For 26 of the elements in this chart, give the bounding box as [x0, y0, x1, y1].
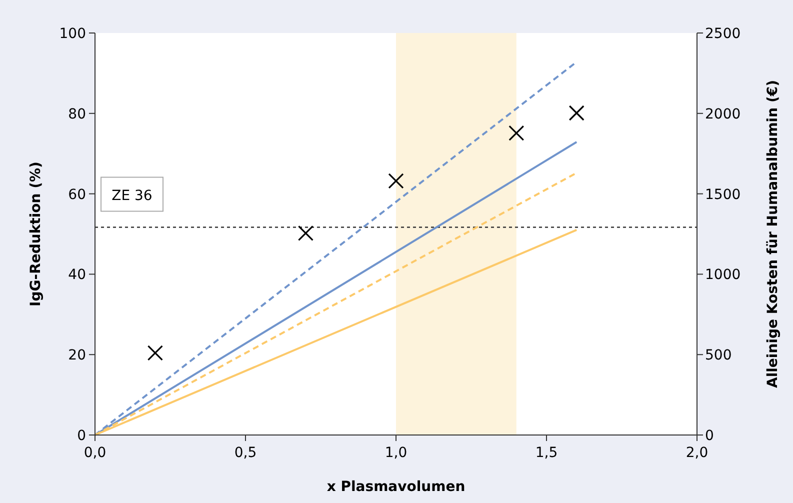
x-tick-label: 1,0	[384, 445, 408, 461]
y-tick-label: 0	[77, 428, 86, 444]
y-tick-label: 100	[59, 26, 86, 42]
y2-tick-label: 0	[705, 428, 714, 444]
y-tick-label: 40	[68, 267, 86, 284]
x-tick-label: 0,5	[234, 445, 257, 461]
y-axis-title: IgG-Reduktion (%)	[28, 162, 44, 306]
y-tick-label: 20	[68, 348, 86, 364]
x-tick-label: 1,5	[535, 445, 558, 461]
y-tick-label: 80	[68, 106, 86, 122]
x-tick-label: 0,0	[84, 445, 106, 461]
y2-axis-title: Alleinige Kosten für Humanalbumin (€)	[765, 80, 781, 388]
y2-tick-label: 500	[705, 348, 732, 364]
y2-tick-label: 1500	[705, 186, 741, 203]
x-tick-label: 2,0	[686, 445, 708, 461]
point	[147, 345, 163, 361]
y2-tick-label: 2000	[705, 106, 741, 122]
y-tick-label: 60	[68, 186, 86, 203]
point	[568, 105, 584, 121]
x-axis-title: x Plasmavolumen	[326, 479, 466, 495]
y2-tick-label: 2500	[705, 26, 741, 42]
point	[508, 125, 524, 141]
y2-tick-label: 1000	[705, 267, 741, 284]
point	[298, 225, 314, 241]
ref-line-label: ZE 36	[112, 188, 152, 204]
point	[388, 173, 404, 189]
